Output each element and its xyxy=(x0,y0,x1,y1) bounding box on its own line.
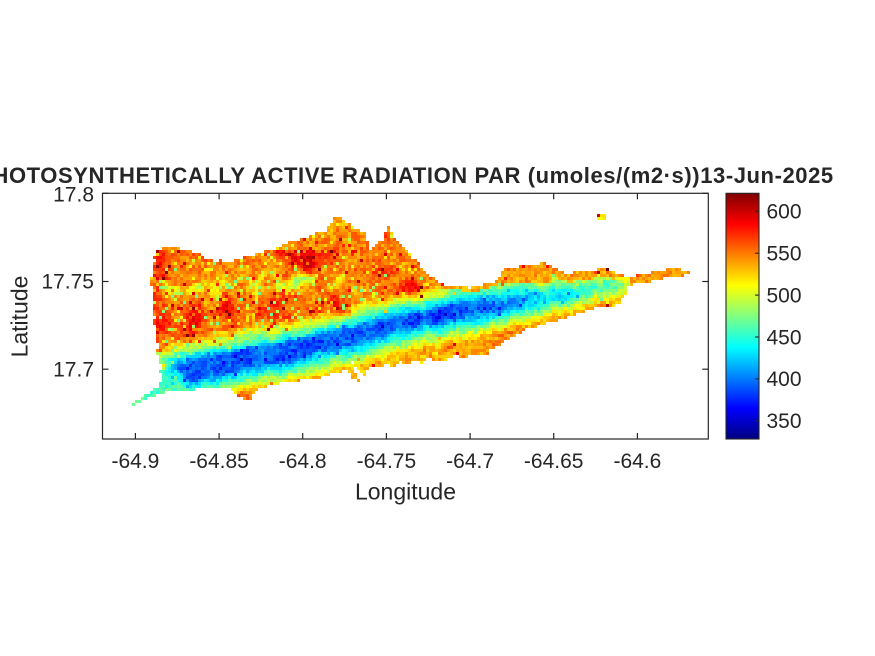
svg-text:PHOTOSYNTHETICALLY ACTIVE RADI: PHOTOSYNTHETICALLY ACTIVE RADIATION PAR … xyxy=(0,163,834,188)
svg-text:-64.65: -64.65 xyxy=(524,450,584,473)
svg-text:450: 450 xyxy=(767,326,802,349)
svg-text:400: 400 xyxy=(767,368,802,391)
svg-text:500: 500 xyxy=(767,284,802,307)
svg-text:600: 600 xyxy=(767,201,802,224)
svg-text:-64.75: -64.75 xyxy=(357,450,417,473)
svg-text:17.7: 17.7 xyxy=(53,358,94,381)
svg-text:550: 550 xyxy=(767,243,802,266)
svg-text:350: 350 xyxy=(767,410,802,433)
svg-text:17.8: 17.8 xyxy=(53,184,94,207)
svg-text:Latitude: Latitude xyxy=(7,276,33,358)
svg-text:-64.85: -64.85 xyxy=(189,450,249,473)
svg-text:-64.9: -64.9 xyxy=(111,450,159,473)
svg-text:Longitude: Longitude xyxy=(355,479,456,505)
svg-text:-64.8: -64.8 xyxy=(279,450,327,473)
svg-text:-64.6: -64.6 xyxy=(613,450,661,473)
svg-text:-64.7: -64.7 xyxy=(446,450,494,473)
svg-text:17.75: 17.75 xyxy=(41,271,94,294)
